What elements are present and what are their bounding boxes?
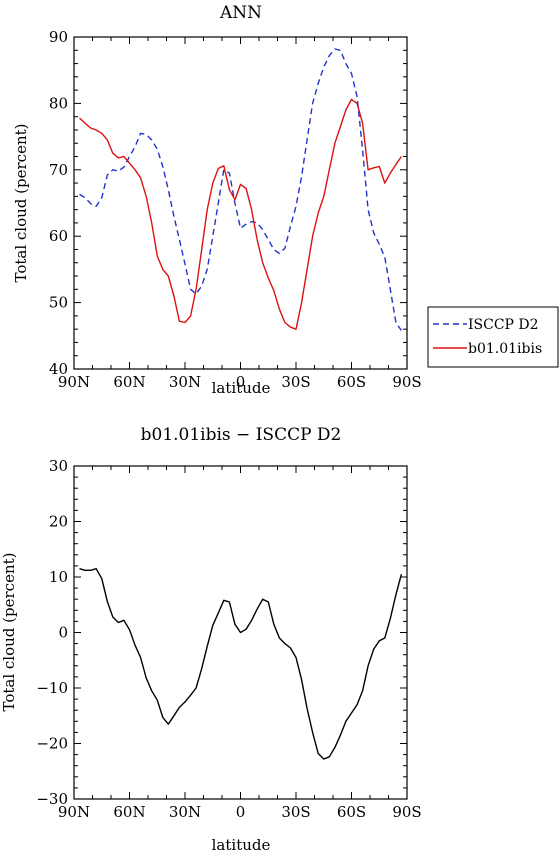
y-axis-label: Total cloud (percent)	[0, 553, 18, 712]
series-line-b01-01ibis	[79, 98, 402, 330]
y-tick-label: 80	[49, 94, 68, 112]
y-tick-label: 0	[58, 624, 68, 642]
y-tick-label: 50	[49, 294, 68, 312]
chart-title: ANN	[219, 3, 262, 23]
y-tick-label: −30	[36, 790, 68, 808]
x-tick-label: 90S	[392, 803, 421, 821]
series-line-isccp-d2	[79, 48, 402, 331]
top-panel-ann: ANN 90N 60N 30N 0 30S 60S 90S 40 50 60 70 80 90 lat…	[12, 3, 422, 397]
y-tick-labels: −30 −20 −10 0 10 20 30	[36, 457, 68, 808]
x-tick-label: 30N	[169, 373, 201, 391]
x-tick-label: 30S	[281, 373, 310, 391]
x-tick-labels: 90N 60N 30N 0 30S 60S 90S	[58, 803, 422, 821]
y-tick-label: 10	[49, 568, 68, 586]
x-tick-label: 90N	[58, 803, 90, 821]
series-group	[79, 48, 402, 331]
legend-label-b01: b01.01ibis	[468, 341, 542, 357]
x-tick-label: 60S	[337, 803, 366, 821]
y-axis-label: Total cloud (percent)	[12, 124, 30, 283]
legend-box	[427, 306, 559, 368]
y-tick-label: 70	[49, 161, 68, 179]
x-tick-label: 90N	[58, 373, 90, 391]
legend-label-isccp: ISCCP D2	[468, 317, 539, 333]
bottom-panel-difference: b01.01ibis − ISCCP D2 90N 60N 30N 0 30S 60S 90…	[0, 425, 422, 852]
x-tick-label: 60N	[113, 373, 145, 391]
x-axis-label: latitude	[212, 379, 271, 397]
y-tick-labels: 40 50 60 70 80 90	[49, 28, 68, 378]
y-tick-label: −10	[36, 679, 68, 697]
x-axis-label: latitude	[212, 836, 271, 852]
y-tick-label: 40	[49, 360, 68, 378]
chart-title: b01.01ibis − ISCCP D2	[141, 425, 342, 445]
y-tick-label: 20	[49, 513, 68, 531]
x-tick-label: 60N	[113, 803, 145, 821]
x-tick-label: 30S	[281, 803, 310, 821]
y-tick-label: 90	[49, 28, 68, 46]
x-tick-label: 0	[236, 803, 246, 821]
y-tick-label: −20	[36, 735, 68, 753]
x-tick-label: 90S	[392, 373, 421, 391]
plot-frame	[73, 36, 408, 370]
y-tick-label: 60	[49, 227, 68, 245]
axis-ticks	[73, 465, 408, 800]
legend: ISCCP D2 b01.01ibis	[427, 306, 559, 368]
x-tick-labels: 90N 60N 30N 0 30S 60S 90S	[58, 373, 422, 391]
x-tick-label: 60S	[337, 373, 366, 391]
y-tick-label: 30	[49, 457, 68, 475]
series-group	[79, 568, 403, 760]
x-tick-label: 30N	[169, 803, 201, 821]
x-tick-label: 0	[236, 373, 246, 391]
axis-ticks	[73, 36, 408, 370]
series-line-difference	[79, 568, 403, 760]
